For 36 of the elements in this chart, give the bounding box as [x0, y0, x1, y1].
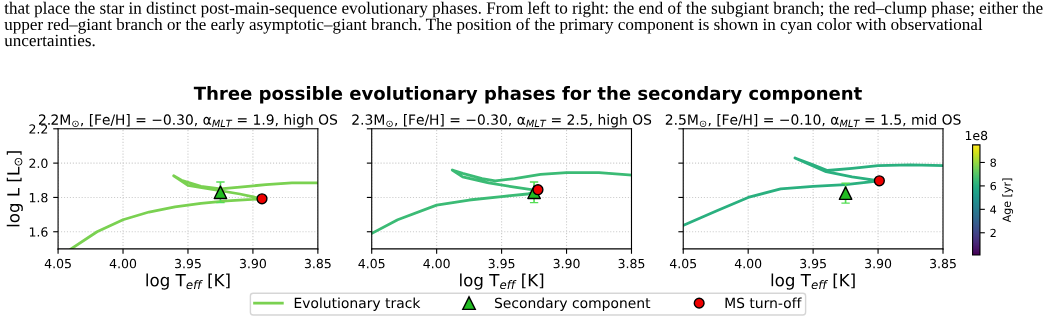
x-tick-label: 3.85 — [618, 258, 645, 269]
legend-label: Evolutionary track — [294, 297, 421, 311]
x-tick-label: 3.90 — [865, 258, 892, 269]
chart-subtitle: 2.3M$_{⊙}$, [Fe/H] = −0.30, α$_{MLT}$ = 2.5, high OS — [352, 114, 652, 128]
x-tick-label: 4.05 — [669, 258, 697, 269]
x-tick-label: 3.95 — [800, 258, 826, 269]
line-series — [69, 174, 318, 249]
x-tick-label: 3.85 — [930, 258, 956, 269]
y-tick-label: 1.6 — [29, 227, 48, 237]
x-tick-label: 3.90 — [239, 258, 266, 269]
x-axis-title: log T$_{eff}$ [K] — [771, 273, 855, 290]
color-bar-label: 2 — [990, 228, 996, 237]
x-tick-label: 3.90 — [553, 258, 580, 269]
x-tick-label: 3.95 — [175, 258, 201, 269]
x-tick-label: 4.00 — [734, 258, 762, 269]
y-tick-label: 1.8 — [29, 192, 48, 203]
color-bar-title: Age [yr] — [1002, 178, 1014, 223]
text: Three possible evolutionary phases for the secondary component — [193, 86, 862, 104]
chart-subtitle: 2.5M$_{⊙}$, [Fe/H] = −0.10, α$_{MLT}$ = 1.5, mid OS — [665, 114, 961, 128]
x-tick-label: 3.95 — [488, 258, 515, 269]
color-bar-label: 8 — [990, 158, 996, 167]
y-tick-label: 2.0 — [29, 158, 48, 169]
x-tick-label: 4.00 — [423, 258, 450, 269]
color-bar-label: 4 — [990, 205, 997, 214]
y-axis-title: log L [L$_{⊙}$] — [6, 151, 23, 227]
legend-label: Secondary component — [494, 297, 651, 311]
x-axis-title: log T$_{eff}$ [K] — [146, 273, 230, 290]
x-tick-label: 4.05 — [44, 258, 71, 269]
legend-label: MS turn-off — [725, 297, 802, 309]
color-bar-label: 6 — [990, 181, 997, 191]
x-axis-title: log T$_{eff}$ [K] — [460, 273, 544, 290]
text: that place the star in distinct post-main-sequence evolutionary phases. From left to right: the end of the subgiant branch; the red–clump phase; either the upper red–giant branch or the early asymptotic–giant branch. The position of the primary component is shown in cyan color with observational uncertainties. — [4, 1, 1043, 47]
x-tick-label: 3.85 — [304, 258, 331, 269]
text: 1e8 — [965, 130, 988, 141]
x-tick-label: 4.00 — [109, 258, 137, 269]
x-tick-label: 4.05 — [358, 258, 385, 269]
